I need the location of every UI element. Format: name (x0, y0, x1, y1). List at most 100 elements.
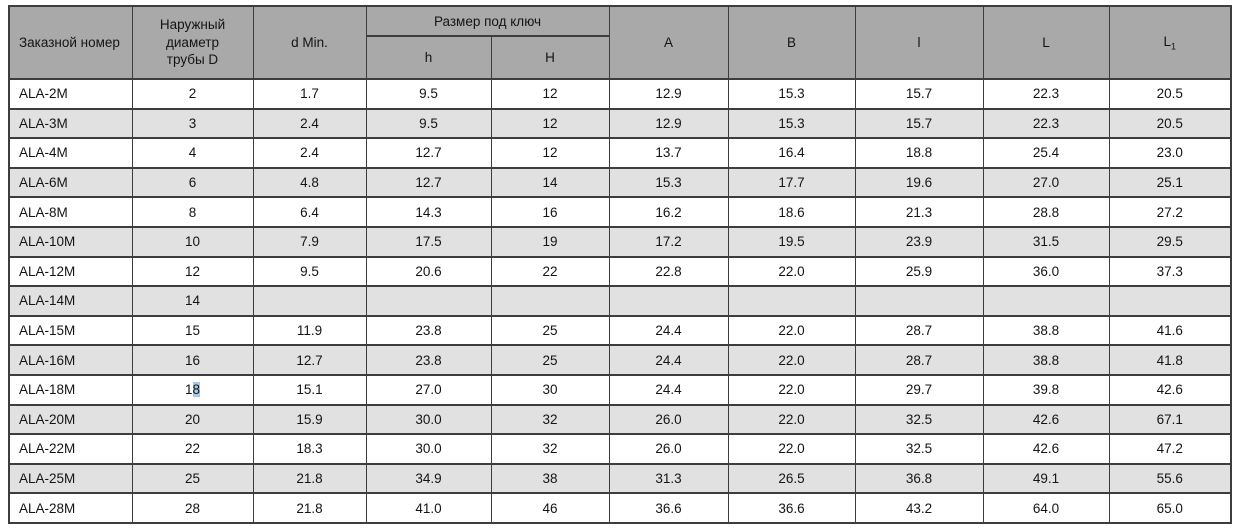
value-cell: 6.4 (252, 196, 367, 228)
value-cell: 12.7 (252, 344, 367, 376)
order-number-cell: ALA-8M (8, 196, 133, 228)
header-col-h-lower: h (365, 35, 492, 80)
value-cell: 18.6 (727, 196, 856, 228)
order-number-cell: ALA-4M (8, 137, 133, 169)
value-cell: 27.0 (982, 166, 1110, 199)
value-cell: 39.8 (982, 373, 1110, 406)
header-wrench-size-group: Размер под ключ (365, 5, 610, 37)
value-cell: 15.7 (854, 78, 984, 110)
value-cell: 2 (131, 78, 254, 110)
value-cell (490, 285, 610, 317)
value-cell: 12.9 (608, 78, 729, 110)
value-cell: 20.6 (365, 255, 492, 288)
table-body: ALA-2M 2 1.7 9.5 12 12.9 15.3 15.7 22.3 20.5 ALA-3… (8, 78, 1232, 524)
value-cell: 12.7 (365, 166, 492, 199)
value-cell: 27.2 (1108, 196, 1232, 228)
table-row: ALA-3M 3 2.4 9.5 12 12.9 15.3 15.7 22.3 20.5 (8, 107, 1232, 140)
value-cell: 28.7 (854, 314, 984, 347)
value-cell: 36.6 (727, 492, 856, 524)
value-cell: 14.3 (365, 196, 492, 228)
value-cell: 23.8 (365, 344, 492, 376)
value-cell: 38 (490, 462, 610, 495)
header-d-min: d Min. (252, 5, 367, 80)
header-col-l1-subscript: 1 (1171, 41, 1177, 52)
value-cell: 15.1 (252, 373, 367, 406)
value-cell: 24.4 (608, 344, 729, 376)
order-number-cell: ALA-12M (8, 255, 133, 288)
value-cell: 28.8 (982, 196, 1110, 228)
value-cell: 38.8 (982, 314, 1110, 347)
value-cell (854, 285, 984, 317)
order-number-cell: ALA-16M (8, 344, 133, 376)
value-cell: 21.8 (252, 462, 367, 495)
value-cell: 4 (131, 137, 254, 169)
value-cell: 22 (490, 255, 610, 288)
value-cell: 4.8 (252, 166, 367, 199)
value-cell: 15 (131, 314, 254, 347)
header-col-h-upper: H (490, 35, 610, 80)
value-cell: 22.8 (608, 255, 729, 288)
value-cell: 16 (490, 196, 610, 228)
order-number-cell: ALA-10M (8, 225, 133, 258)
value-cell: 30.0 (365, 433, 492, 465)
value-cell: 42.6 (982, 403, 1110, 436)
table-row: ALA-22M 22 18.3 30.0 32 26.0 22.0 32.5 42.6 47.2 (8, 433, 1232, 465)
value-cell: 12 (490, 78, 610, 110)
value-cell: 24.4 (608, 373, 729, 406)
value-cell: 15.3 (608, 166, 729, 199)
value-cell: 43.2 (854, 492, 984, 524)
value-cell: 9.5 (252, 255, 367, 288)
value-cell: 16.4 (727, 137, 856, 169)
value-cell: 2.4 (252, 107, 367, 140)
value-cell: 9.5 (365, 78, 492, 110)
value-cell: 18.3 (252, 433, 367, 465)
table-row: ALA-28M 28 21.8 41.0 46 36.6 36.6 43.2 64.0 65.0 (8, 492, 1232, 524)
value-cell: 49.1 (982, 462, 1110, 495)
value-cell: 41.8 (1108, 344, 1232, 376)
header-order-number: Заказной номер (8, 5, 133, 80)
value-cell: 24.4 (608, 314, 729, 347)
value-cell: 19 (490, 225, 610, 258)
value-cell: 29.7 (854, 373, 984, 406)
value-cell: 25.1 (1108, 166, 1232, 199)
table-row: ALA-6M 6 4.8 12.7 14 15.3 17.7 19.6 27.0 25.1 (8, 166, 1232, 199)
value-cell: 6 (131, 166, 254, 199)
order-number-cell: ALA-28M (8, 492, 133, 524)
value-cell: 55.6 (1108, 462, 1232, 495)
value-cell: 22.0 (727, 255, 856, 288)
table-row: ALA-15M 15 11.9 23.8 25 24.4 22.0 28.7 38.8 41.6 (8, 314, 1232, 347)
table-row: ALA-20M 20 15.9 30.0 32 26.0 22.0 32.5 42.6 67.1 (8, 403, 1232, 436)
value-cell: 20 (131, 403, 254, 436)
order-number-cell: ALA-22M (8, 433, 133, 465)
value-cell: 46 (490, 492, 610, 524)
order-number-cell: ALA-25M (8, 462, 133, 495)
value-cell: 14 (131, 285, 254, 317)
value-cell: 7.9 (252, 225, 367, 258)
header-col-a: A (608, 5, 729, 80)
value-cell: 16 (131, 344, 254, 376)
value-cell: 34.9 (365, 462, 492, 495)
header-col-l-upper: L (982, 5, 1110, 80)
value-cell: 65.0 (1108, 492, 1232, 524)
value-cell: 64.0 (982, 492, 1110, 524)
table-row: ALA-25M 25 21.8 34.9 38 31.3 26.5 36.8 49.1 55.6 (8, 462, 1232, 495)
value-cell: 41.0 (365, 492, 492, 524)
value-cell: 26.0 (608, 433, 729, 465)
value-cell: 26.0 (608, 403, 729, 436)
value-cell: 15.9 (252, 403, 367, 436)
table-row: ALA-18M 18 15.1 27.0 30 24.4 22.0 29.7 39.8 42.6 (8, 373, 1232, 406)
value-cell (1108, 285, 1232, 317)
value-cell: 36.0 (982, 255, 1110, 288)
value-cell: 8 (131, 196, 254, 228)
value-cell: 15.7 (854, 107, 984, 140)
value-cell: 22.0 (727, 403, 856, 436)
value-cell: 10 (131, 225, 254, 258)
table-row: ALA-16M 16 12.7 23.8 25 24.4 22.0 28.7 38.8 41.8 (8, 344, 1232, 376)
table-row: ALA-2M 2 1.7 9.5 12 12.9 15.3 15.7 22.3 20.5 (8, 78, 1232, 110)
value-cell: 67.1 (1108, 403, 1232, 436)
header-row-sub: h H (9, 35, 1231, 80)
value-cell: 37.3 (1108, 255, 1232, 288)
value-cell: 23.8 (365, 314, 492, 347)
header-col-b: B (727, 5, 856, 80)
